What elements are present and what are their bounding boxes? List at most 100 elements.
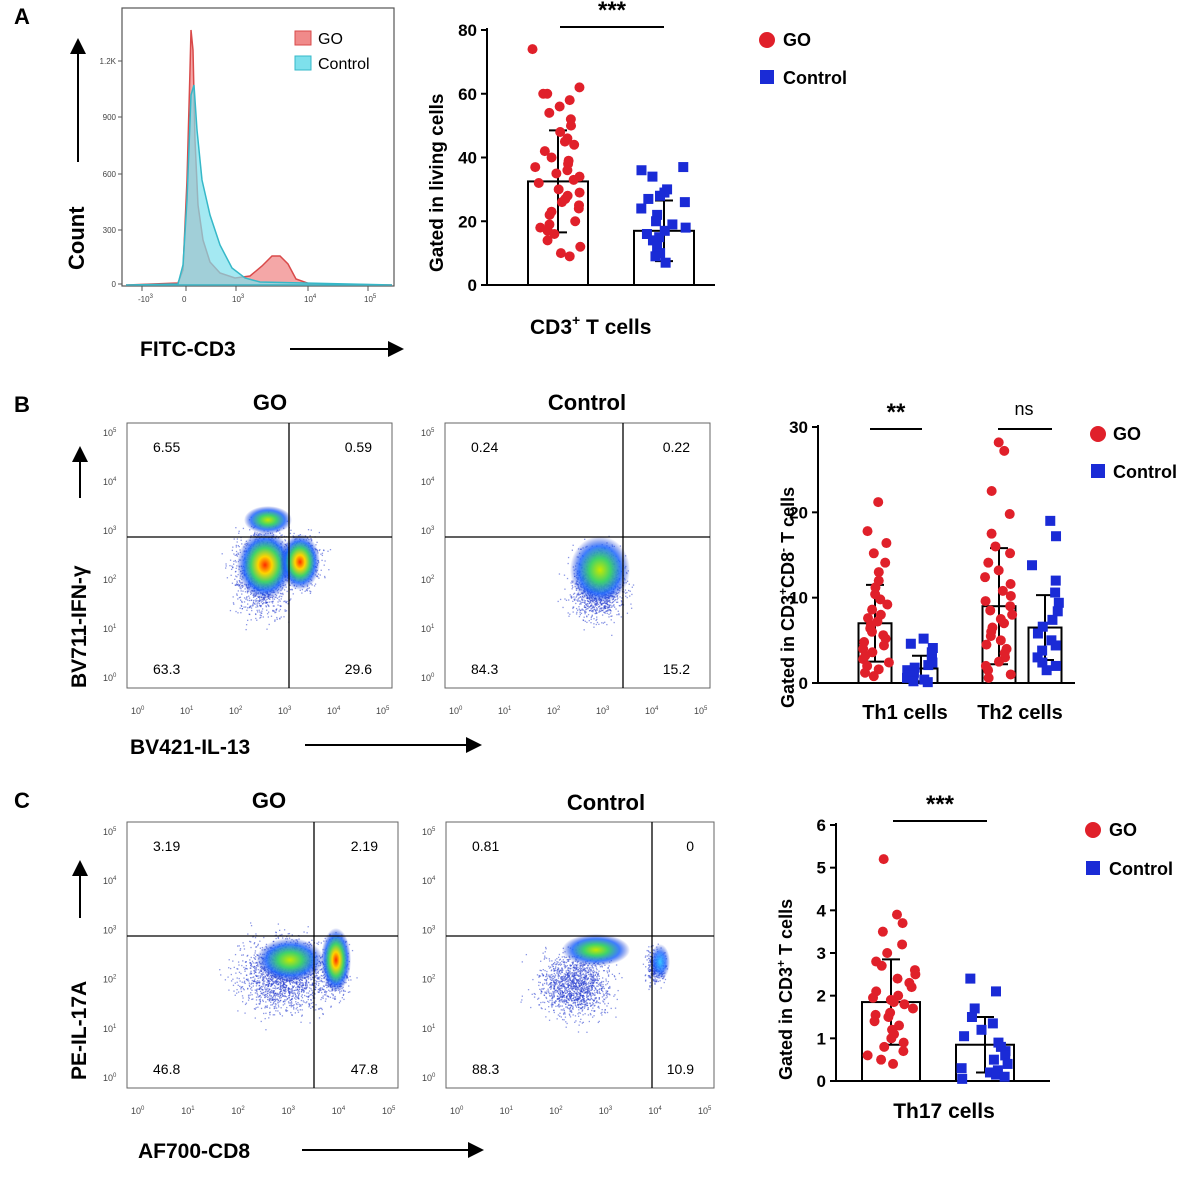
bar-a-ylabel: Gated in living cells [427,94,448,272]
event-dot [609,612,612,614]
event-dot [249,605,252,607]
event-dot [273,994,275,996]
histogram-ytick-label: 1.2K [100,57,117,66]
event-dot [274,1000,277,1002]
event-dot [237,573,239,576]
event-dot [266,609,268,611]
event-dot [606,605,608,608]
event-dot [238,964,240,966]
event-dot [618,614,620,616]
event-dot [281,995,283,997]
event-dot [305,982,307,984]
event-dot [293,1004,295,1006]
event-dot [238,532,240,534]
event-dot [295,1003,298,1005]
event-dot [247,987,249,990]
event-dot [254,969,257,971]
event-dot [292,992,295,994]
event-dot [315,1004,317,1006]
go-point [527,44,538,55]
event-dot [590,605,593,607]
histogram-legend-control-swatch [294,55,312,71]
event-dot [578,606,580,608]
event-dot [272,982,275,984]
event-dot [239,581,241,583]
histogram-xtick-label: 105 [364,294,377,304]
event-dot [282,592,284,594]
event-dot [588,602,591,604]
event-dot [303,931,305,933]
event-dot [275,931,277,934]
th2-go-point [1005,669,1016,680]
event-dot [581,598,583,600]
go-point [538,88,549,99]
event-dot [291,997,293,1000]
x-log-tick-label: 101 [498,706,512,716]
event-dot [243,597,246,599]
event-dot [586,605,589,608]
event-dot [584,610,586,612]
event-dot [265,995,267,998]
event-dot [249,967,251,969]
event-dot [279,592,282,595]
event-dot [591,606,594,609]
event-dot [226,577,229,579]
event-dot [238,585,240,587]
event-dot [322,1013,324,1016]
event-dot [626,596,628,599]
event-dot [263,973,265,976]
event-dot [308,1002,310,1005]
event-dot [572,607,574,610]
event-dot [301,1014,303,1016]
event-dot [620,604,622,606]
event-dot [571,588,573,590]
event-dot [271,1004,274,1006]
event-dot [324,1000,327,1002]
event-dot [274,596,276,598]
event-dot [583,616,585,618]
event-dot [276,608,278,610]
event-dot [242,585,244,587]
event-dot [321,559,323,562]
event-dot [277,995,279,998]
event-dot [621,597,623,599]
event-dot [236,538,239,540]
event-dot [255,974,257,977]
event-dot [265,977,267,979]
event-dot [597,606,600,608]
control-point [659,225,670,236]
event-dot [261,975,263,977]
event-dot [564,598,566,600]
event-dot [311,939,313,941]
event-dot [247,954,249,957]
event-dot [309,977,311,979]
event-dot [608,604,610,607]
event-dot [624,589,627,591]
th2-control-point [1050,575,1061,586]
event-dot [273,994,275,997]
th1-control-point [922,677,933,688]
event-dot [250,593,252,596]
event-dot [265,1012,267,1014]
event-dot [581,599,583,601]
event-dot [593,607,595,609]
event-dot [282,987,284,989]
event-dot [288,932,291,935]
event-dot [586,603,588,605]
event-dot [255,996,258,998]
event-dot [259,604,262,607]
go-point [553,184,564,195]
event-dot [607,609,609,611]
event-dot [274,999,277,1001]
th2-control-point [1052,606,1063,617]
event-dot [229,559,232,561]
event-dot [242,942,244,944]
event-dot [310,1007,312,1009]
density-core [237,531,293,599]
go-point [575,241,586,252]
event-dot [297,991,299,993]
event-dot [324,575,326,578]
event-dot [585,603,587,606]
event-dot [317,978,319,980]
